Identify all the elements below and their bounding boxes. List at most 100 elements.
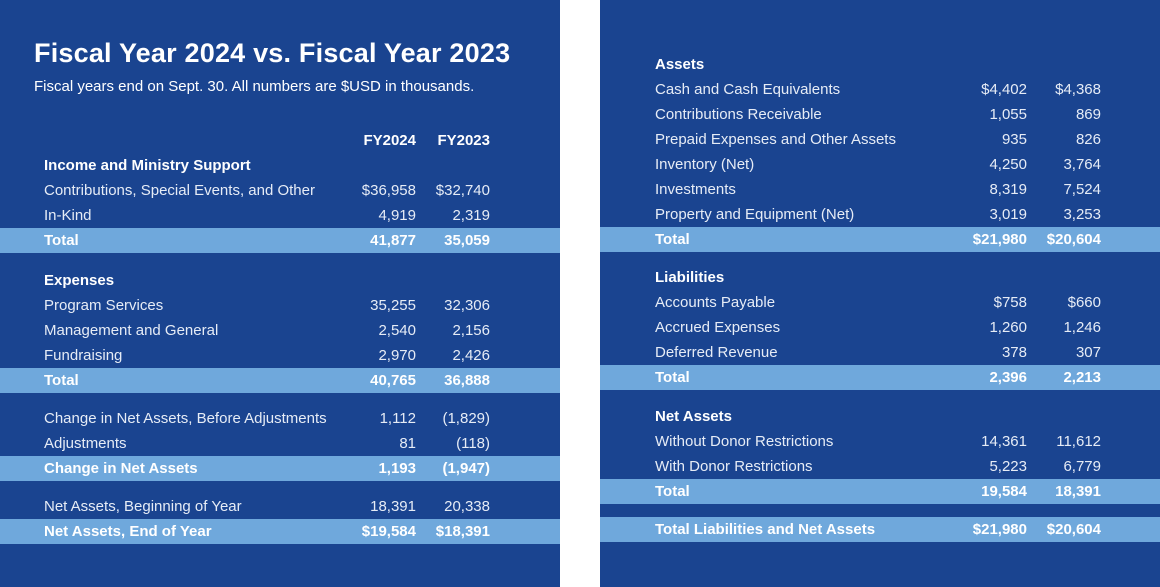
row-label: Deferred Revenue: [655, 344, 778, 361]
row-label: Accounts Payable: [655, 294, 776, 311]
row-label: Property and Equipment (Net): [655, 206, 855, 223]
table-row: Fundraising 2,970 2,426: [0, 343, 560, 368]
table-row: With Donor Restrictions 5,223 6,779: [600, 454, 1160, 479]
total-row: Total $21,980 $20,604: [600, 227, 1160, 252]
row-label: Total: [655, 483, 690, 500]
value-fy2024: 4,250: [989, 156, 1027, 173]
value-fy2023: 35,059: [444, 232, 490, 249]
value-fy2024: $21,980: [972, 231, 1027, 248]
value-fy2024: 1,260: [989, 319, 1027, 336]
income-statement-panel: Fiscal Year 2024 vs. Fiscal Year 2023 Fi…: [0, 0, 560, 587]
row-label: In-Kind: [44, 207, 92, 224]
value-fy2024: 935: [1001, 131, 1027, 148]
table-row: Contributions Receivable 1,055 869: [600, 102, 1160, 127]
row-label: Management and General: [44, 322, 219, 339]
value-fy2023: $4,368: [1055, 81, 1101, 98]
table-section: Total Liabilities and Net Assets $21,980 $…: [600, 517, 1160, 542]
value-fy2023: $660: [1067, 294, 1101, 311]
value-fy2023: 6,779: [1063, 458, 1101, 475]
value-fy2023: 20,338: [444, 498, 490, 515]
value-fy2024: 81: [399, 435, 416, 452]
table-row: Program Services 35,255 32,306: [0, 293, 560, 318]
row-label: Contributions Receivable: [655, 106, 822, 123]
section-heading: Liabilities: [600, 265, 1160, 290]
total-row: Change in Net Assets 1,193 (1,947): [0, 456, 560, 481]
row-label: Total Liabilities and Net Assets: [655, 521, 876, 538]
value-fy2024: 19,584: [981, 483, 1027, 500]
table-row: Inventory (Net) 4,250 3,764: [600, 152, 1160, 177]
section-heading: Net Assets: [600, 404, 1160, 429]
table-row: Change in Net Assets, Before Adjustments…: [0, 406, 560, 431]
value-fy2023: 32,306: [444, 297, 490, 314]
row-label: Cash and Cash Equivalents: [655, 81, 841, 98]
column-header-fy2023: FY2023: [437, 132, 490, 149]
table-row: In-Kind 4,919 2,319: [0, 203, 560, 228]
section-heading-label: Income and Ministry Support: [44, 157, 251, 174]
value-fy2023: 3,253: [1063, 206, 1101, 223]
value-fy2024: 1,193: [378, 460, 416, 477]
row-label: Investments: [655, 181, 736, 198]
row-label: Change in Net Assets, Before Adjustments: [44, 410, 327, 427]
total-row: Total 19,584 18,391: [600, 479, 1160, 504]
table-section: Change in Net Assets, Before Adjustments…: [0, 406, 560, 481]
value-fy2023: 2,156: [452, 322, 490, 339]
value-fy2023: 826: [1075, 131, 1101, 148]
value-fy2023: 2,319: [452, 207, 490, 224]
table-section: Expenses Program Services 35,255 32,306 Mana…: [0, 268, 560, 393]
table-row: Investments 8,319 7,524: [600, 177, 1160, 202]
value-fy2024: 3,019: [989, 206, 1027, 223]
section-heading: Assets: [600, 52, 1160, 77]
value-fy2023: (1,947): [442, 460, 490, 477]
value-fy2024: 2,540: [378, 322, 416, 339]
page-title: Fiscal Year 2024 vs. Fiscal Year 2023: [34, 38, 511, 68]
total-row: Total Liabilities and Net Assets $21,980 $…: [600, 517, 1160, 542]
balance-sheet-table: Assets Cash and Cash Equivalents $4,402 $4,…: [600, 52, 1160, 542]
table-row: Property and Equipment (Net) 3,019 3,253: [600, 202, 1160, 227]
value-fy2024: 35,255: [370, 297, 416, 314]
value-fy2024: 18,391: [370, 498, 416, 515]
row-label: Fundraising: [44, 347, 123, 364]
value-fy2024: 4,919: [378, 207, 416, 224]
value-fy2023: 3,764: [1063, 156, 1101, 173]
value-fy2023: (1,829): [442, 410, 490, 427]
total-row: Total 41,877 35,059: [0, 228, 560, 253]
table-row: Net Assets, Beginning of Year 18,391 20,33…: [0, 494, 560, 519]
value-fy2023: 11,612: [1056, 433, 1101, 450]
value-fy2024: 2,970: [378, 347, 416, 364]
total-row: Total 40,765 36,888: [0, 368, 560, 393]
value-fy2023: $18,391: [435, 523, 490, 540]
table-row: Contributions, Special Events, and Other…: [0, 178, 560, 203]
value-fy2024: $36,958: [361, 182, 416, 199]
value-fy2023: $20,604: [1046, 231, 1101, 248]
row-label: Total: [655, 369, 690, 386]
table-section: Income and Ministry Support Contributions…: [0, 153, 560, 253]
section-heading: Income and Ministry Support: [0, 153, 560, 178]
table-row: Accrued Expenses 1,260 1,246: [600, 315, 1160, 340]
table-section: Liabilities Accounts Payable $758 $660 Accru…: [600, 265, 1160, 390]
total-row: Total 2,396 2,213: [600, 365, 1160, 390]
value-fy2023: (118): [456, 435, 490, 452]
row-label: With Donor Restrictions: [655, 458, 813, 475]
page-subtitle: Fiscal years end on Sept. 30. All number…: [34, 78, 475, 95]
column-header-fy2024: FY2024: [363, 132, 416, 149]
row-label: Prepaid Expenses and Other Assets: [655, 131, 896, 148]
value-fy2023: 2,213: [1063, 369, 1101, 386]
table-row: Deferred Revenue 378 307: [600, 340, 1160, 365]
value-fy2023: $32,740: [435, 182, 490, 199]
value-fy2023: $20,604: [1046, 521, 1101, 538]
row-label: Change in Net Assets: [44, 460, 198, 477]
section-heading-label: Expenses: [44, 272, 115, 289]
row-label: Total: [655, 231, 690, 248]
value-fy2024: 378: [1001, 344, 1027, 361]
column-header-row: FY2024 FY2023: [0, 128, 560, 153]
value-fy2023: 869: [1075, 106, 1101, 123]
value-fy2024: 14,361: [981, 433, 1027, 450]
section-heading-label: Liabilities: [655, 269, 725, 286]
total-row: Net Assets, End of Year $19,584 $18,391: [0, 519, 560, 544]
value-fy2024: 1,055: [989, 106, 1027, 123]
table-row: Accounts Payable $758 $660: [600, 290, 1160, 315]
value-fy2024: $19,584: [361, 523, 416, 540]
row-label: Contributions, Special Events, and Other: [44, 182, 315, 199]
row-label: Without Donor Restrictions: [655, 433, 834, 450]
row-label: Total: [44, 232, 79, 249]
